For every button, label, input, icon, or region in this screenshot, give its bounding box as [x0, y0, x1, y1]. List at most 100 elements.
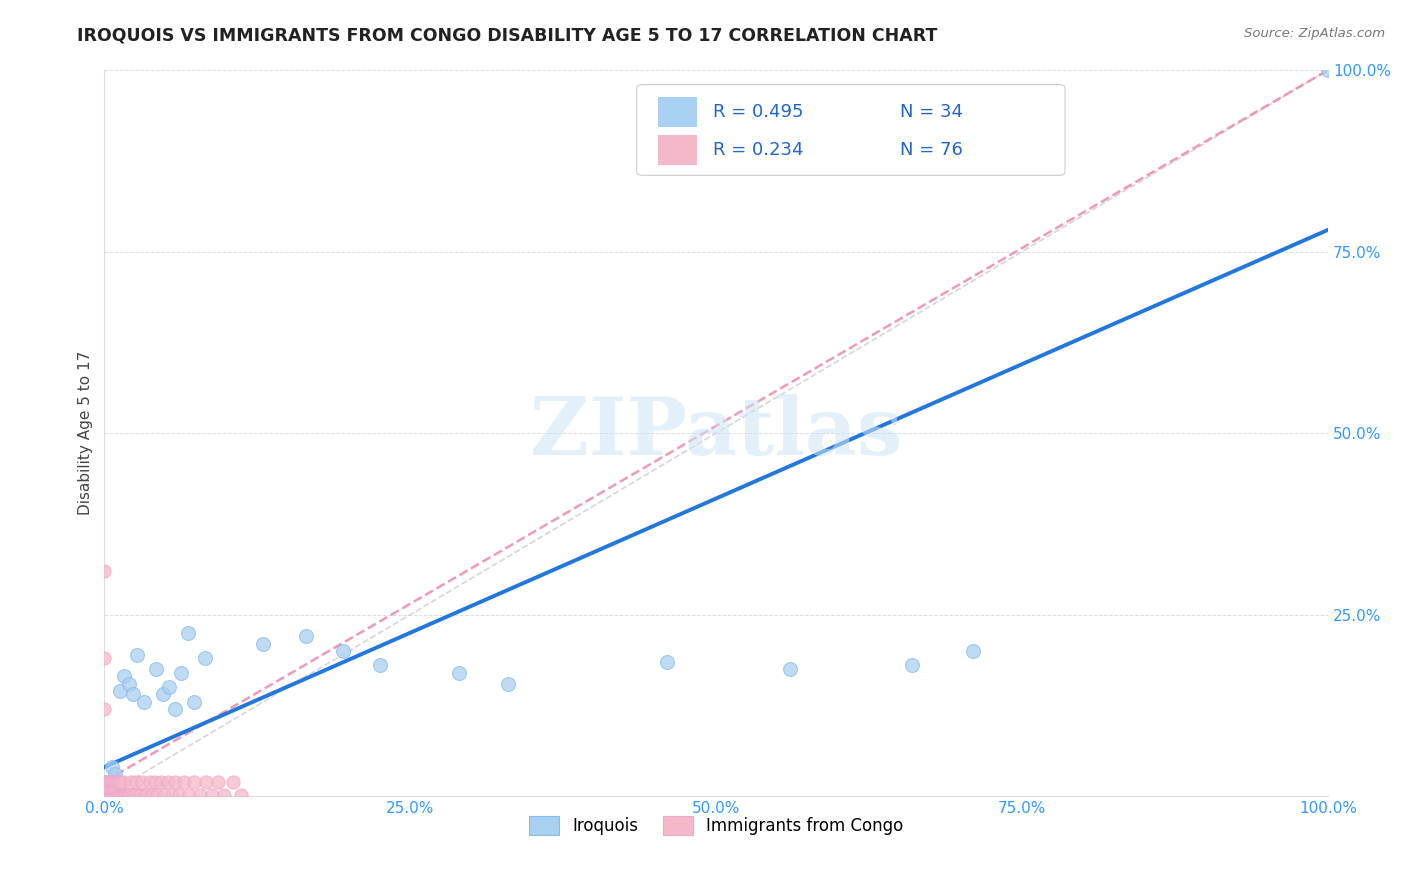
Point — [120, 774, 142, 789]
Point — [98, 781, 121, 796]
Point — [107, 789, 129, 803]
Point — [962, 644, 984, 658]
Point — [152, 688, 174, 702]
Text: Source: ZipAtlas.com: Source: ZipAtlas.com — [1244, 27, 1385, 40]
Point — [104, 774, 127, 789]
Point — [101, 774, 124, 789]
Point — [132, 695, 155, 709]
Point — [157, 680, 180, 694]
Point — [107, 774, 129, 789]
Point — [103, 781, 125, 796]
Point — [98, 789, 121, 803]
Point — [252, 637, 274, 651]
Point — [231, 789, 253, 803]
Point — [112, 789, 135, 803]
Point — [141, 789, 163, 803]
Point — [128, 789, 150, 803]
Point — [104, 767, 127, 781]
Point — [105, 781, 128, 796]
Point — [104, 789, 127, 803]
Point — [100, 781, 122, 796]
Point — [93, 564, 115, 578]
Point — [657, 655, 679, 669]
Point — [108, 789, 131, 803]
Point — [145, 662, 167, 676]
Point — [295, 629, 318, 643]
Point — [188, 789, 211, 803]
Point — [98, 774, 121, 789]
Point — [129, 789, 152, 803]
Point — [136, 789, 159, 803]
Point — [173, 774, 195, 789]
Point — [160, 789, 183, 803]
Text: IROQUOIS VS IMMIGRANTS FROM CONGO DISABILITY AGE 5 TO 17 CORRELATION CHART: IROQUOIS VS IMMIGRANTS FROM CONGO DISABI… — [77, 27, 938, 45]
Point — [107, 774, 129, 789]
Point — [97, 774, 120, 789]
Point — [100, 781, 122, 796]
Point — [165, 774, 187, 789]
Point — [105, 774, 128, 789]
Point — [201, 789, 224, 803]
Point — [96, 774, 118, 789]
Point — [143, 774, 166, 789]
Point — [118, 676, 141, 690]
Point — [94, 789, 117, 803]
Point — [100, 781, 122, 796]
Point — [176, 625, 198, 640]
Y-axis label: Disability Age 5 to 17: Disability Age 5 to 17 — [79, 351, 93, 516]
Point — [194, 774, 217, 789]
FancyBboxPatch shape — [658, 135, 697, 165]
Point — [94, 781, 117, 796]
Point — [332, 644, 354, 658]
Point — [100, 789, 122, 803]
Point — [124, 789, 146, 803]
Point — [110, 789, 132, 803]
Point — [112, 669, 135, 683]
Point — [101, 774, 124, 789]
Point — [138, 774, 160, 789]
Text: N = 76: N = 76 — [900, 141, 963, 159]
Point — [222, 774, 245, 789]
Point — [96, 789, 118, 803]
Point — [121, 688, 143, 702]
Point — [183, 774, 205, 789]
Point — [125, 774, 148, 789]
Point — [100, 760, 122, 774]
Point — [121, 789, 143, 803]
Point — [96, 781, 118, 796]
Point — [127, 648, 149, 662]
Point — [207, 774, 229, 789]
Point — [170, 665, 193, 680]
Point — [131, 774, 153, 789]
Point — [153, 789, 176, 803]
Point — [97, 789, 120, 803]
Point — [98, 789, 121, 803]
Point — [449, 665, 471, 680]
Point — [183, 695, 205, 709]
Point — [93, 651, 115, 665]
Point — [103, 789, 125, 803]
Point — [1317, 63, 1340, 78]
Point — [149, 774, 172, 789]
Legend: Iroquois, Immigrants from Congo: Iroquois, Immigrants from Congo — [529, 815, 904, 835]
Point — [110, 683, 132, 698]
Point — [94, 774, 117, 789]
Point — [156, 774, 179, 789]
Point — [146, 789, 169, 803]
Point — [94, 774, 117, 789]
Point — [177, 789, 200, 803]
Text: R = 0.495: R = 0.495 — [713, 103, 803, 121]
Point — [93, 702, 115, 716]
Point — [110, 774, 132, 789]
Point — [368, 658, 391, 673]
Point — [100, 774, 122, 789]
Point — [100, 789, 122, 803]
Point — [496, 676, 519, 690]
Point — [101, 781, 124, 796]
Point — [117, 789, 139, 803]
Point — [167, 789, 190, 803]
Point — [114, 789, 136, 803]
Point — [110, 789, 132, 803]
Point — [214, 789, 236, 803]
Point — [105, 789, 128, 803]
